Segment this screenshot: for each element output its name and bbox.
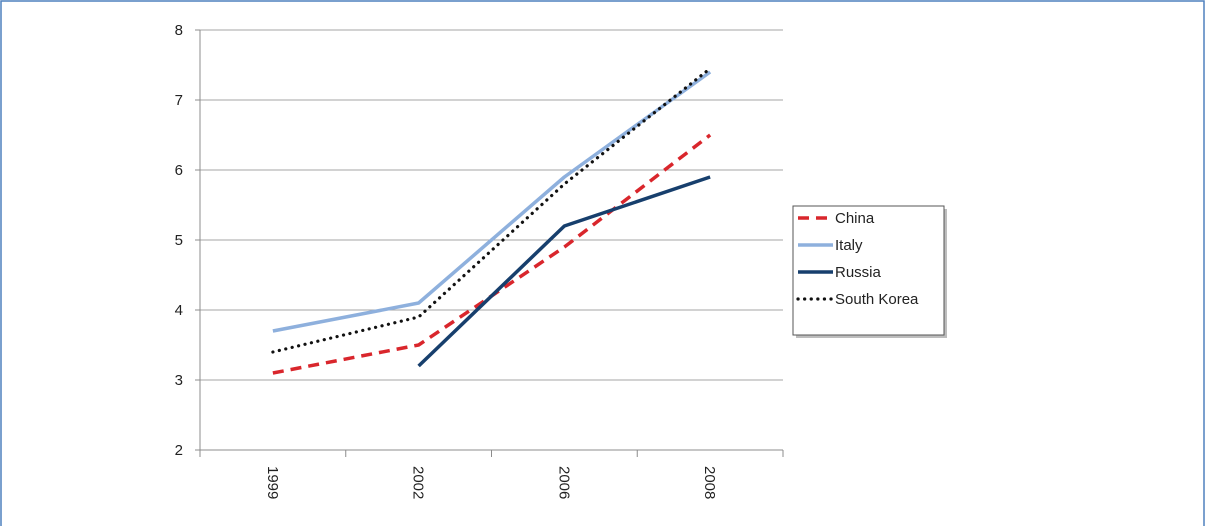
legend-label-italy: Italy	[835, 237, 863, 254]
legend-label-south-korea: South Korea	[835, 291, 919, 308]
y-tick-label: 8	[175, 22, 183, 39]
x-axis-tick-labels: 1999 2002 2006 2008	[264, 466, 718, 499]
series-line-russia	[417, 175, 711, 368]
legend-label-russia: Russia	[835, 264, 882, 281]
x-tick-label: 2008	[701, 466, 718, 499]
y-axis-tick-labels: 2 3 4 5 6 7 8	[175, 22, 183, 459]
legend: China Italy Russia South Korea	[792, 205, 947, 338]
axes	[195, 29, 784, 457]
y-tick-label: 4	[175, 302, 183, 319]
x-tick-label: 2006	[555, 466, 572, 499]
y-tick-label: 5	[175, 232, 183, 249]
y-tick-label: 2	[175, 442, 183, 459]
y-tick-label: 6	[175, 162, 183, 179]
y-tick-label: 7	[175, 92, 183, 109]
x-tick-label: 1999	[264, 466, 281, 499]
series-line-italy	[272, 70, 712, 333]
x-tick-label: 2002	[410, 466, 427, 499]
legend-label-china: China	[835, 210, 875, 227]
plot-series	[271, 66, 712, 375]
y-tick-label: 3	[175, 372, 183, 389]
